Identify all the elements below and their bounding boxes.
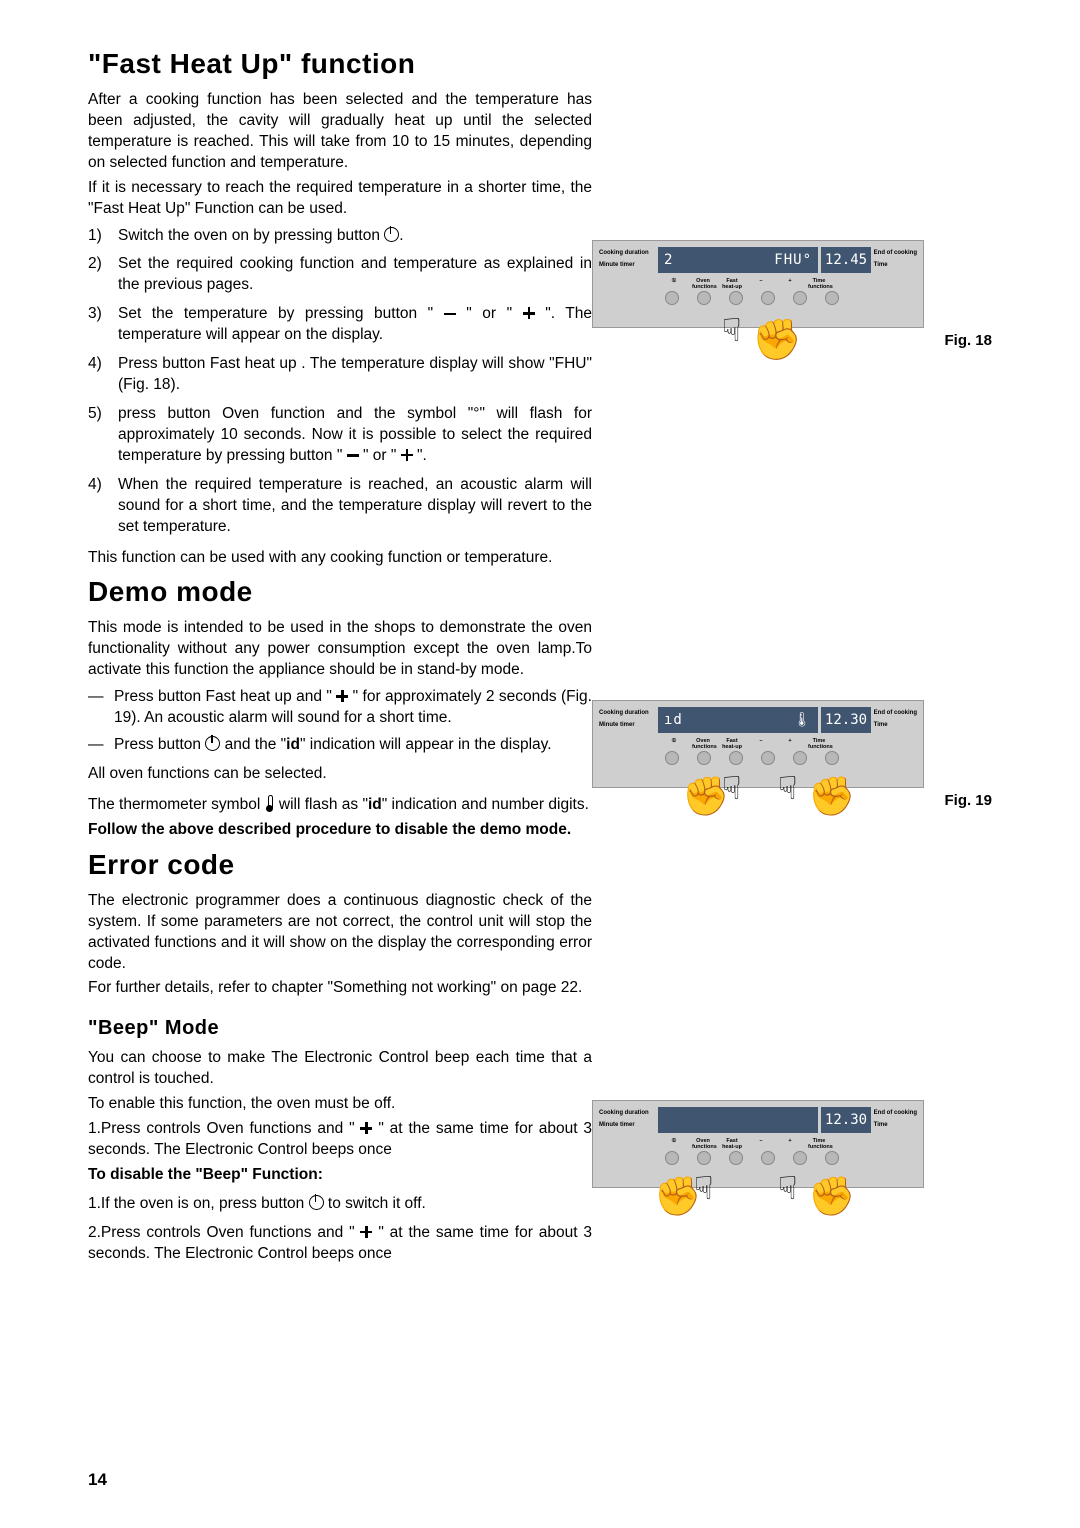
- demo-intro: This mode is intended to be used in the …: [88, 618, 592, 681]
- hand-icon: ☟: [722, 772, 741, 804]
- error-p1: The electronic programmer does a continu…: [88, 891, 592, 975]
- panel-button: [729, 751, 743, 765]
- step-6: When the required temperature is reached…: [88, 475, 592, 538]
- page-number: 14: [88, 1470, 107, 1490]
- plus-icon: [401, 449, 413, 461]
- panel-button: [665, 1151, 679, 1165]
- panel-button: [697, 1151, 711, 1165]
- panel-display-clock: 12.30: [821, 1107, 871, 1133]
- fast-heat-heading: "Fast Heat Up" function: [88, 48, 592, 80]
- panel-labels-right: End of cooking Time: [874, 707, 917, 731]
- demo-dash-2: Press button and the "id" indication wil…: [88, 735, 592, 756]
- beep-p3: 1.Press controls Oven functions and " " …: [88, 1119, 592, 1161]
- panel-labels-right: End of cooking Time: [874, 247, 917, 271]
- panel-display-clock: 12.30: [821, 707, 871, 733]
- panel-button: [697, 291, 711, 305]
- beep-heading: "Beep" Mode: [88, 1017, 592, 1040]
- panel-button: [697, 751, 711, 765]
- hand-icon: ✊: [752, 320, 802, 360]
- panel-button-labels: ① Oven functions Fast heat-up – + Time f…: [663, 278, 830, 290]
- figure-caption: Fig. 18: [944, 332, 992, 349]
- plus-icon: [360, 1122, 372, 1134]
- panel-labels-left: Cooking duration Minute timer: [599, 1107, 649, 1131]
- figure-18: Cooking duration Minute timer End of coo…: [592, 240, 992, 328]
- power-icon: [205, 736, 220, 751]
- plus-icon: [360, 1226, 372, 1238]
- panel-labels-right: End of cooking Time: [874, 1107, 917, 1131]
- step-2: Set the required cooking function and te…: [88, 254, 592, 296]
- fast-heat-p1: After a cooking function has been select…: [88, 90, 592, 174]
- panel-display: ıd 🌡: [658, 707, 818, 733]
- beep-p2: To enable this function, the oven must b…: [88, 1094, 592, 1115]
- panel-button: [793, 751, 807, 765]
- fast-heat-p2: If it is necessary to reach the required…: [88, 178, 592, 220]
- panel-buttons: [665, 291, 839, 305]
- power-icon: [384, 227, 399, 242]
- panel-labels-left: Cooking duration Minute timer: [599, 707, 649, 731]
- left-column: "Fast Heat Up" function After a cooking …: [88, 40, 592, 1269]
- panel-button: [793, 1151, 807, 1165]
- plus-icon: [336, 690, 348, 702]
- step-4: Press button Fast heat up . The temperat…: [88, 354, 592, 396]
- hand-icon: ✊: [808, 1178, 855, 1216]
- panel-button: [825, 291, 839, 305]
- beep-p4: 1.If the oven is on, press button to swi…: [88, 1194, 592, 1215]
- manual-page: "Fast Heat Up" function After a cooking …: [0, 0, 1080, 1528]
- demo-dash-1: Press button Fast heat up and " " for ap…: [88, 687, 592, 729]
- hand-icon: ☟: [694, 1172, 713, 1204]
- panel-display: [658, 1107, 818, 1133]
- beep-p5: 2.Press controls Oven functions and " " …: [88, 1223, 592, 1265]
- figure-caption: Fig. 19: [944, 792, 992, 809]
- panel-button-labels: ① Oven functions Fast heat-up – + Time f…: [663, 738, 830, 750]
- panel-button: [729, 1151, 743, 1165]
- panel-button: [825, 751, 839, 765]
- panel-button: [761, 751, 775, 765]
- panel-button-labels: ① Oven functions Fast heat-up – + Time f…: [663, 1138, 830, 1150]
- step-5: press button Oven function and the symbo…: [88, 404, 592, 467]
- panel-button: [793, 291, 807, 305]
- hands-illustration: ☟ ✊: [682, 308, 862, 358]
- demo-line4: The thermometer symbol will flash as "id…: [88, 795, 592, 816]
- figure-19: Cooking duration Minute timer End of coo…: [592, 700, 992, 788]
- hand-icon: ☟: [778, 772, 797, 804]
- demo-heading: Demo mode: [88, 576, 592, 608]
- panel-buttons: [665, 1151, 839, 1165]
- minus-icon: [347, 454, 359, 457]
- fast-heat-steps: Switch the oven on by pressing button . …: [88, 226, 592, 538]
- plus-icon: [523, 307, 535, 319]
- demo-list: Press button Fast heat up and " " for ap…: [88, 687, 592, 756]
- panel-display-clock: 12.45: [821, 247, 871, 273]
- hand-icon: ☟: [778, 1172, 797, 1204]
- hands-illustration: ✊ ☟ ☟ ✊: [682, 768, 862, 818]
- panel-display: 2 FHU°: [658, 247, 818, 273]
- step-1: Switch the oven on by pressing button .: [88, 226, 592, 247]
- hands-illustration: ✊ ☟ ☟ ✊: [682, 1168, 862, 1218]
- beep-sub: To disable the "Beep" Function:: [88, 1165, 592, 1186]
- demo-bold: Follow the above described procedure to …: [88, 820, 592, 841]
- panel-button: [761, 291, 775, 305]
- figure-20: Cooking duration Minute timer End of coo…: [592, 1100, 992, 1188]
- panel-button: [761, 1151, 775, 1165]
- panel-buttons: [665, 751, 839, 765]
- error-p2: For further details, refer to chapter "S…: [88, 978, 592, 999]
- panel-button: [665, 751, 679, 765]
- step-3: Set the temperature by pressing button "…: [88, 304, 592, 346]
- hand-icon: ✊: [808, 778, 855, 816]
- panel-button: [825, 1151, 839, 1165]
- demo-line3: All oven functions can be selected.: [88, 764, 592, 785]
- hand-icon: ☟: [722, 314, 741, 346]
- panel-button: [665, 291, 679, 305]
- minus-icon: [444, 313, 456, 316]
- power-icon: [309, 1195, 324, 1210]
- panel-button: [729, 291, 743, 305]
- fast-heat-outro: This function can be used with any cooki…: [88, 548, 592, 569]
- error-heading: Error code: [88, 849, 592, 881]
- thermometer-icon: [265, 795, 275, 813]
- panel-labels-left: Cooking duration Minute timer: [599, 247, 649, 271]
- beep-p1: You can choose to make The Electronic Co…: [88, 1048, 592, 1090]
